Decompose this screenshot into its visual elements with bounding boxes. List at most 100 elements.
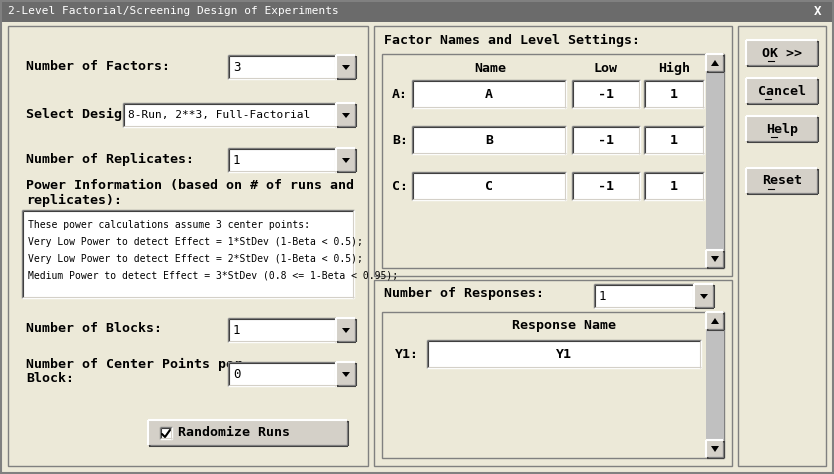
Text: Block:: Block: — [26, 372, 74, 384]
Text: Low: Low — [594, 62, 618, 74]
Text: -1: -1 — [598, 88, 614, 100]
Text: 2-Level Factorial/Screening Design of Experiments: 2-Level Factorial/Screening Design of Ex… — [8, 6, 339, 16]
Bar — [336, 55, 356, 79]
Text: These power calculations assume 3 center points:: These power calculations assume 3 center… — [28, 220, 310, 230]
Bar — [382, 312, 724, 458]
Bar — [336, 148, 356, 172]
Bar — [412, 126, 566, 154]
Bar — [706, 72, 724, 250]
Text: 1: 1 — [599, 290, 606, 302]
Text: Very Low Power to detect Effect = 1*StDev (1-Beta < 0.5);: Very Low Power to detect Effect = 1*StDe… — [28, 237, 363, 247]
Bar — [746, 116, 818, 142]
Bar — [336, 362, 356, 386]
Bar — [374, 26, 732, 276]
Polygon shape — [711, 60, 719, 66]
Text: Number of Factors:: Number of Factors: — [26, 60, 170, 73]
Text: Power Information (based on # of runs and: Power Information (based on # of runs an… — [26, 180, 354, 192]
Text: -1: -1 — [598, 180, 614, 192]
Text: Factor Names and Level Settings:: Factor Names and Level Settings: — [384, 34, 640, 46]
Polygon shape — [342, 158, 350, 163]
Text: Number of Blocks:: Number of Blocks: — [26, 322, 162, 336]
Text: High: High — [658, 62, 690, 74]
Bar — [427, 340, 701, 368]
Text: OK >>: OK >> — [762, 46, 802, 60]
Polygon shape — [342, 65, 350, 70]
Bar — [374, 26, 732, 276]
Text: Randomize Runs: Randomize Runs — [178, 427, 290, 439]
Text: Y1: Y1 — [556, 347, 572, 361]
Polygon shape — [342, 113, 350, 118]
Bar — [572, 172, 640, 200]
Text: X: X — [814, 4, 821, 18]
Bar — [374, 280, 732, 466]
Bar — [228, 55, 336, 79]
Bar — [160, 427, 172, 439]
Bar — [644, 172, 704, 200]
Polygon shape — [700, 294, 708, 299]
Bar — [706, 440, 724, 458]
Bar — [374, 280, 732, 466]
Text: A: A — [485, 88, 493, 100]
Bar — [412, 80, 566, 108]
Text: Cancel: Cancel — [758, 84, 806, 98]
Text: C:: C: — [392, 180, 408, 192]
Text: A:: A: — [392, 88, 408, 100]
Bar — [706, 54, 724, 72]
Text: C: C — [485, 180, 493, 192]
Text: Y1:: Y1: — [395, 347, 419, 361]
Bar — [148, 420, 348, 446]
Bar — [738, 26, 826, 466]
Bar — [123, 103, 336, 127]
Text: Number of Replicates:: Number of Replicates: — [26, 153, 194, 165]
Text: 1: 1 — [233, 154, 240, 166]
Bar — [746, 78, 818, 104]
Bar — [594, 284, 694, 308]
Text: replicates):: replicates): — [26, 193, 122, 207]
Text: Very Low Power to detect Effect = 2*StDev (1-Beta < 0.5);: Very Low Power to detect Effect = 2*StDe… — [28, 254, 363, 264]
Bar — [8, 26, 368, 466]
Bar — [382, 54, 724, 268]
Polygon shape — [342, 372, 350, 377]
Bar — [228, 362, 336, 386]
Text: 1: 1 — [670, 180, 678, 192]
Text: 8-Run, 2**3, Full-Factorial: 8-Run, 2**3, Full-Factorial — [128, 110, 310, 120]
Bar — [706, 250, 724, 268]
Text: B: B — [485, 134, 493, 146]
Text: Number of Center Points per: Number of Center Points per — [26, 357, 242, 371]
Text: 0: 0 — [233, 367, 240, 381]
Bar — [572, 126, 640, 154]
Bar — [746, 40, 818, 66]
Bar — [572, 80, 640, 108]
Bar — [336, 103, 356, 127]
Bar — [644, 126, 704, 154]
Text: 3: 3 — [233, 61, 240, 73]
Polygon shape — [711, 256, 719, 262]
Bar — [738, 26, 826, 466]
Text: 1: 1 — [670, 134, 678, 146]
Text: Help: Help — [766, 122, 798, 136]
Bar — [228, 318, 336, 342]
Bar — [336, 318, 356, 342]
Bar — [644, 80, 704, 108]
Bar — [0, 0, 834, 22]
Text: Medium Power to detect Effect = 3*StDev (0.8 <= 1-Beta < 0.95);: Medium Power to detect Effect = 3*StDev … — [28, 271, 398, 281]
Text: Reset: Reset — [762, 174, 802, 188]
Bar — [694, 284, 714, 308]
Bar — [706, 312, 724, 330]
Text: 1: 1 — [670, 88, 678, 100]
Text: Response Name: Response Name — [512, 319, 616, 332]
Text: B:: B: — [392, 134, 408, 146]
Polygon shape — [711, 446, 719, 452]
Text: Name: Name — [474, 62, 506, 74]
Bar — [22, 210, 354, 298]
Text: 1: 1 — [233, 323, 240, 337]
Polygon shape — [342, 328, 350, 333]
Bar — [228, 148, 336, 172]
Text: Select Design:: Select Design: — [26, 108, 138, 120]
Text: -1: -1 — [598, 134, 614, 146]
Polygon shape — [711, 318, 719, 324]
Text: Number of Responses:: Number of Responses: — [384, 288, 544, 301]
Bar — [706, 330, 724, 440]
Bar — [412, 172, 566, 200]
Bar — [746, 168, 818, 194]
